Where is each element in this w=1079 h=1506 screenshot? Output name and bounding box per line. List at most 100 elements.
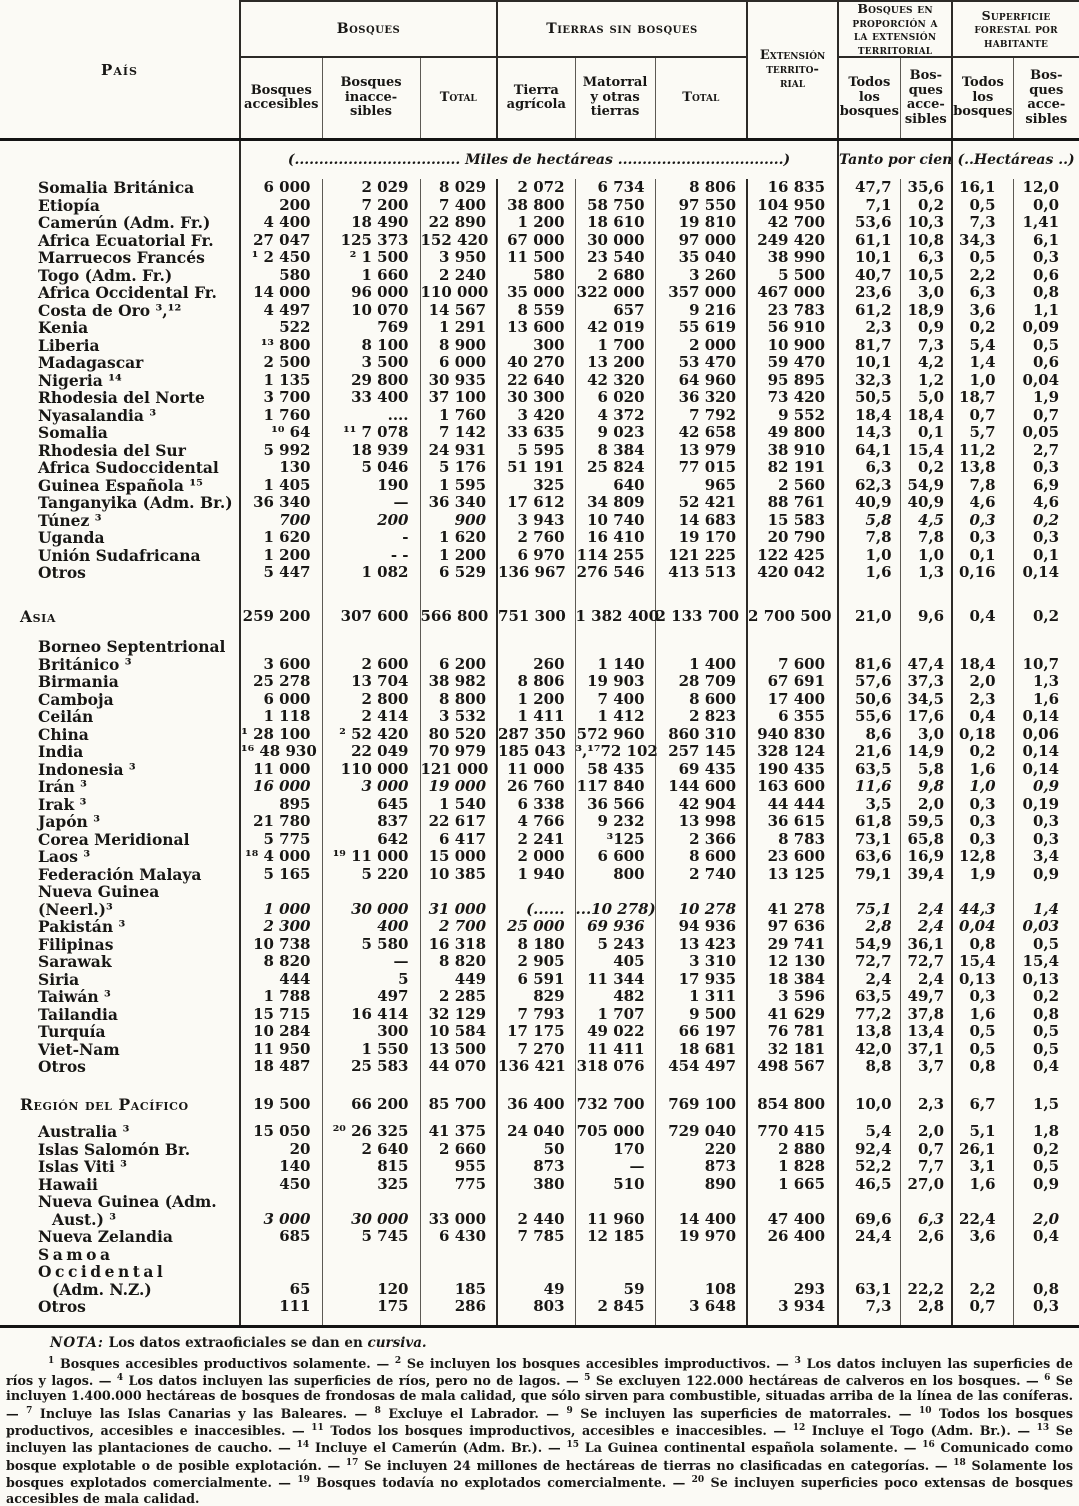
value-cell: 33 400 <box>321 388 420 407</box>
col-header-pais: País <box>0 1 240 141</box>
value-cell: 122 425 <box>746 546 839 564</box>
value-cell: 19 170 <box>654 528 748 547</box>
value-cell: 8 600 <box>654 690 748 708</box>
value-cell: 7 142 <box>419 423 498 442</box>
value-cell: 64 960 <box>654 371 748 389</box>
value-cell: 34 809 <box>574 493 656 512</box>
value-cell: 1 412 <box>574 707 656 726</box>
value-cell: 1,6 <box>951 1005 1014 1023</box>
value-cell: ¹ 28 100 <box>239 725 322 743</box>
value-cell: 67 000 <box>496 231 576 249</box>
country-name: Filipinas <box>38 934 114 954</box>
value-cell: 0,8 <box>951 935 1014 953</box>
country-name: Marruecos Francés <box>38 248 205 267</box>
value-cell: 41 629 <box>746 1005 839 1023</box>
value-cell: 1 135 <box>239 371 322 389</box>
value-cell: 104 950 <box>746 196 839 214</box>
footnote-number: 6 <box>1044 1372 1051 1383</box>
value-cell: 136 421 <box>496 1057 576 1076</box>
country-name: Etiopía <box>38 195 100 215</box>
value-cell: 4,6 <box>951 493 1014 512</box>
value-cell: 33 635 <box>496 423 576 442</box>
country-name: India <box>38 742 84 761</box>
value-cell: 5 046 <box>321 458 420 477</box>
value-cell: 873 <box>496 1157 576 1176</box>
country-name: Nueva Guinea (Adm. Aust.) ³ <box>38 1192 217 1229</box>
value-cell: 55 619 <box>654 318 748 337</box>
value-cell: 10,7 <box>1012 638 1079 673</box>
footnote-number: 8 <box>374 1405 381 1416</box>
value-cell: 54,9 <box>899 476 953 494</box>
value-cell: 2 285 <box>419 987 498 1006</box>
value-cell: 13,8 <box>951 458 1014 477</box>
units-tanto-por-ciento: Tanto por ciento <box>837 139 953 179</box>
country-name: Pakistán ³ <box>38 917 126 936</box>
footnote-number: 5 <box>584 1372 591 1383</box>
value-cell: 72,7 <box>837 952 901 971</box>
value-cell: 25 000 <box>496 917 576 936</box>
country-name: Sarawak <box>38 952 112 971</box>
value-cell: 4,6 <box>1012 493 1079 512</box>
value-cell: 8 559 <box>496 301 576 319</box>
value-cell: ¹ 2 450 <box>239 248 322 267</box>
value-cell: 36 400 <box>496 1075 576 1123</box>
value-cell: 1 411 <box>496 707 576 726</box>
value-cell: 3 310 <box>654 952 748 971</box>
value-cell: 2 241 <box>496 830 576 848</box>
value-cell: 4 497 <box>239 301 322 319</box>
table-body: Somalia Británica 6 000 2 029 8 029 2 072 6 7… <box>0 178 1079 1325</box>
value-cell: 80 520 <box>419 725 498 743</box>
value-cell: 42 658 <box>654 423 748 442</box>
value-cell: 8 806 <box>654 178 748 197</box>
value-cell: 1 788 <box>239 987 322 1006</box>
value-cell: 108 <box>654 1245 748 1298</box>
value-cell: 6 734 <box>574 178 656 197</box>
value-cell: 59,5 <box>899 812 953 831</box>
value-cell: 775 <box>419 1175 498 1193</box>
value-cell: 2 800 <box>321 690 420 708</box>
table-row: Turquía 10 284 300 10 584 17 175 49 022 66 197… <box>0 1022 1079 1041</box>
value-cell: 640 <box>574 476 656 494</box>
value-cell: 803 <box>496 1297 576 1325</box>
country-name: Nigeria ¹⁴ <box>38 370 122 390</box>
value-cell: 11 500 <box>496 248 576 267</box>
value-cell: 895 <box>239 795 322 813</box>
value-cell: 10 385 <box>419 865 498 883</box>
value-cell: 61,8 <box>837 812 901 831</box>
value-cell: 6 338 <box>496 795 576 813</box>
value-cell: 144 600 <box>654 777 748 796</box>
value-cell: 2,0 <box>899 1122 953 1141</box>
value-cell: 49 022 <box>574 1022 656 1041</box>
value-cell: 18,4 <box>951 638 1014 673</box>
value-cell: 1 400 <box>654 638 748 673</box>
value-cell: 413 513 <box>654 563 748 582</box>
table-row: Liberia ¹³ 800 8 100 8 900 300 1 700 2 000 10 9… <box>0 336 1079 354</box>
value-cell: 2 760 <box>496 528 576 547</box>
value-cell: 47,4 <box>899 638 953 673</box>
value-cell: 46,5 <box>837 1175 901 1193</box>
value-cell: 8 180 <box>496 935 576 953</box>
value-cell: 7 400 <box>574 690 656 708</box>
table-row: Otros 111 175 286 803 2 845 3 648 3 934 7,3 2,8 0,… <box>0 1297 1079 1325</box>
col-header-bosques-accesibles-ha: Bos-ques acce-sibles <box>1012 57 1079 141</box>
value-cell: 0,9 <box>1012 1175 1079 1193</box>
value-cell: 5 595 <box>496 441 576 459</box>
value-cell: 22 617 <box>419 812 498 831</box>
country-name: China <box>38 724 89 744</box>
value-cell: 73,1 <box>837 830 901 848</box>
country-name: Siria <box>38 969 80 989</box>
value-cell: 31 000 <box>419 883 498 918</box>
units-blank <box>0 140 240 180</box>
value-cell: 26 400 <box>746 1227 839 1246</box>
value-cell: 8 783 <box>746 830 839 848</box>
value-cell: 260 <box>496 638 576 673</box>
country-name: Australia ³ <box>38 1122 130 1141</box>
value-cell: 9,6 <box>899 581 953 638</box>
value-cell: 170 <box>574 1140 656 1158</box>
value-cell: 26 760 <box>496 777 576 796</box>
value-cell: 16,9 <box>899 847 953 866</box>
value-cell: 19 000 <box>419 777 498 796</box>
value-cell: 1,0 <box>951 371 1014 389</box>
value-cell: 7,8 <box>951 476 1014 494</box>
